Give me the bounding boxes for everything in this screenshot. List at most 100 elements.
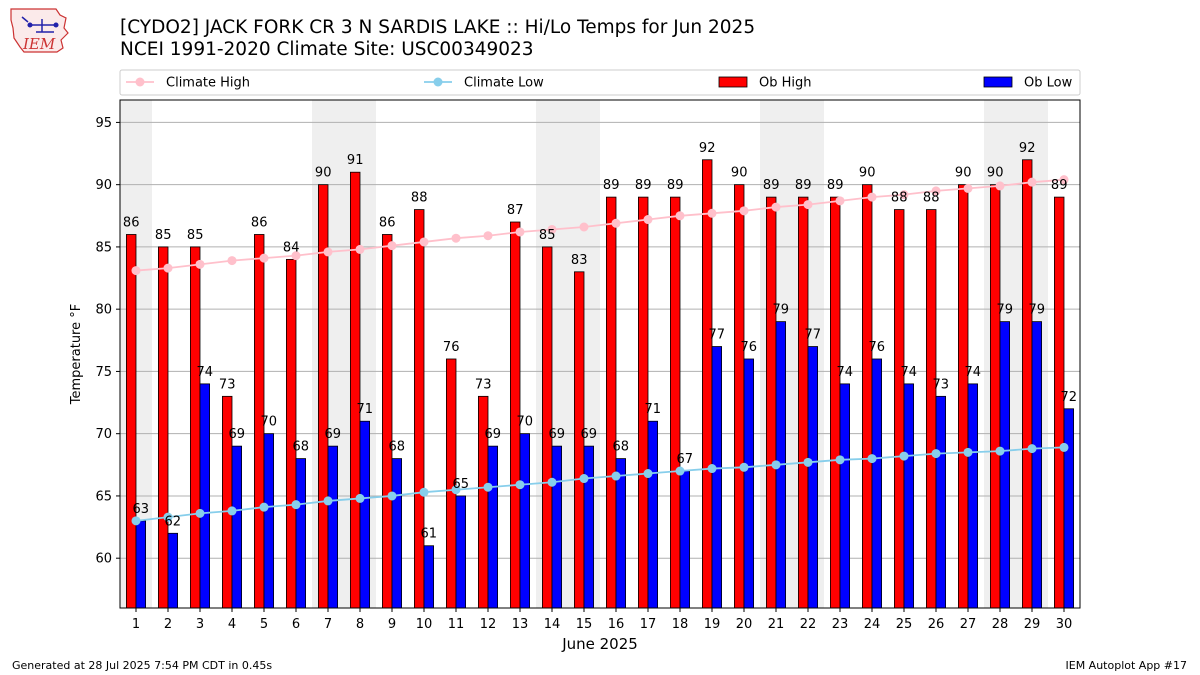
ob-low-bar-7 — [327, 445, 339, 609]
ob-high-bar-25 — [894, 209, 905, 609]
climate-low-point-6 — [291, 500, 301, 510]
x-tick-label-5: 5 — [260, 617, 268, 632]
y-axis-label: Temperature °F — [69, 304, 84, 405]
ob-low-bar-14 — [551, 445, 563, 609]
ob-high-legend-label: Ob High — [759, 76, 812, 91]
climate-low-point-29 — [1027, 444, 1037, 454]
climate-high-point-2 — [163, 263, 173, 273]
ob-high-label-3: 85 — [187, 228, 204, 243]
ob-low-bar-29 — [1031, 321, 1043, 609]
climate-low-point-25 — [899, 451, 909, 461]
ob-low-bar-2 — [167, 532, 179, 609]
ob-high-label-2: 85 — [155, 228, 172, 243]
ob-low-label-16: 68 — [613, 440, 630, 455]
climate-high-point-12 — [483, 231, 493, 241]
climate-high-point-7 — [323, 247, 333, 257]
ob-low-label-15: 69 — [581, 427, 598, 442]
ob-low-label-6: 68 — [293, 440, 310, 455]
ob-low-label-23: 74 — [837, 365, 854, 380]
ob-high-label-28: 90 — [987, 166, 1004, 181]
climate-low-point-18 — [675, 466, 685, 476]
climate-high-point-17 — [643, 215, 653, 225]
ob-high-bar-26 — [926, 209, 937, 609]
ob-low-bar-30 — [1063, 408, 1075, 609]
climate-high-point-30 — [1059, 175, 1069, 185]
ob-low-bar-18 — [679, 470, 691, 609]
ob-low-bar-16 — [615, 458, 627, 609]
x-tick-label-21: 21 — [768, 617, 785, 632]
chart-subtitle: NCEI 1991-2020 Climate Site: USC00349023 — [120, 39, 534, 60]
bars — [126, 159, 1075, 609]
ob-low-bar-6 — [295, 458, 307, 609]
climate-high-point-24 — [867, 192, 877, 202]
ob-high-label-26: 88 — [923, 191, 940, 206]
ob-low-label-24: 76 — [869, 340, 886, 355]
ob-high-label-5: 86 — [251, 215, 268, 230]
x-tick-label-30: 30 — [1056, 617, 1073, 632]
x-tick-label-17: 17 — [640, 617, 657, 632]
ob-low-label-12: 69 — [485, 427, 502, 442]
climate-low-point-2 — [163, 512, 173, 522]
ob-low-bar-9 — [391, 458, 403, 609]
ob-low-bar-8 — [359, 420, 371, 609]
ob-low-label-13: 70 — [517, 415, 534, 430]
ob-high-bar-27 — [958, 184, 969, 609]
ob-low-bar-15 — [583, 445, 595, 609]
climate-low-point-22 — [803, 457, 813, 467]
climate-low-point-1 — [131, 516, 141, 526]
x-tick-label-3: 3 — [196, 617, 204, 632]
logo-text: IEM — [22, 35, 56, 53]
ob-high-label-11: 76 — [443, 340, 460, 355]
ob-low-label-11: 65 — [453, 477, 470, 492]
ob-low-bar-17 — [647, 420, 659, 609]
climate-high-point-22 — [803, 200, 813, 210]
ob-high-bar-23 — [830, 196, 841, 609]
climate-high-point-4 — [227, 256, 237, 266]
ob-low-bar-3 — [199, 383, 211, 609]
x-tick-label-12: 12 — [480, 617, 497, 632]
climate-low-point-9 — [387, 491, 397, 501]
climate-high-point-19 — [707, 208, 717, 218]
ob-high-label-10: 88 — [411, 191, 428, 206]
y-tick-label-75: 75 — [95, 365, 112, 380]
climate-low-line — [135, 446, 1065, 522]
climate-low-point-10 — [419, 487, 429, 497]
ob-high-label-14: 85 — [539, 228, 556, 243]
climate-low-point-5 — [259, 502, 269, 512]
ob-low-label-19: 77 — [709, 328, 726, 343]
climate-low-point-28 — [995, 446, 1005, 456]
ob-low-bar-23 — [839, 383, 851, 609]
legend-frame — [119, 69, 1081, 96]
ob-high-bar-6 — [285, 258, 297, 609]
ob-high-label-8: 91 — [347, 153, 364, 168]
ob-high-label-20: 90 — [731, 166, 748, 181]
x-tick-label-20: 20 — [736, 617, 753, 632]
climate-high-legend-marker — [135, 77, 145, 87]
y-tick-label-80: 80 — [95, 303, 112, 318]
climate-high-point-16 — [611, 218, 621, 228]
climate-low-point-21 — [771, 460, 781, 470]
x-tick-label-16: 16 — [608, 617, 625, 632]
ob-high-bar-22 — [798, 196, 809, 609]
climate-high-point-25 — [899, 190, 909, 200]
climate-low-point-7 — [323, 496, 333, 506]
ob-high-label-19: 92 — [699, 141, 716, 156]
x-tick-label-24: 24 — [864, 617, 881, 632]
climate-high-point-27 — [963, 183, 973, 193]
ob-low-legend-label: Ob Low — [1024, 76, 1073, 91]
x-axis-label: June 2025 — [561, 635, 638, 653]
iem-logo: IEM — [10, 8, 69, 53]
x-tick-label-14: 14 — [544, 617, 561, 632]
ob-high-label-18: 89 — [667, 178, 684, 193]
ob-low-label-28: 79 — [997, 303, 1014, 318]
ob-high-bar-16 — [606, 196, 617, 609]
ob-high-label-25: 88 — [891, 191, 908, 206]
ob-high-bar-2 — [157, 246, 169, 609]
ob-low-label-7: 69 — [325, 427, 342, 442]
x-tick-label-1: 1 — [132, 617, 140, 632]
y-tick-label-90: 90 — [95, 178, 112, 193]
ob-high-bar-18 — [670, 196, 681, 609]
climate-high-point-18 — [675, 211, 685, 221]
